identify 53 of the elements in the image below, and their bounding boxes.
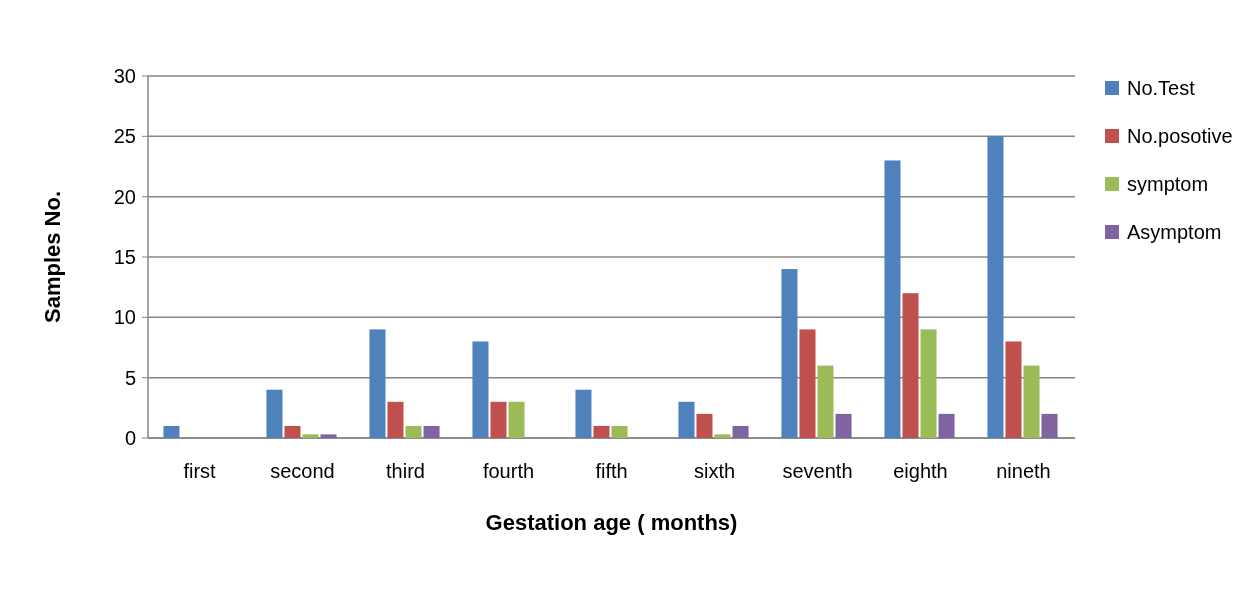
bar: [817, 365, 834, 438]
bar: [266, 389, 283, 438]
bar: [1041, 413, 1058, 438]
bar: [938, 413, 955, 438]
x-tick-label: eighth: [893, 460, 948, 482]
x-tick-label: nineth: [996, 460, 1051, 482]
x-tick-label: first: [183, 460, 217, 482]
x-tick-label: third: [386, 460, 425, 482]
bar: [835, 413, 852, 438]
y-tick-label: 25: [113, 125, 136, 148]
bar: [369, 329, 386, 438]
y-tick-label: 30: [113, 65, 136, 87]
bar: [423, 425, 440, 438]
y-tick-label: 0: [124, 427, 136, 449]
x-tick-label: second: [270, 460, 335, 482]
bar: [405, 425, 422, 438]
bar: [508, 401, 525, 438]
legend-label: No.posotive: [1127, 125, 1233, 147]
y-axis-title: Samples No.: [40, 190, 65, 324]
bar: [320, 434, 337, 438]
bar: [1005, 341, 1022, 438]
x-tick-label: fourth: [482, 460, 535, 482]
x-tick-label: fifth: [595, 460, 628, 482]
bar: [284, 425, 301, 438]
x-tick-label: seventh: [782, 460, 853, 482]
bar: [163, 425, 180, 438]
bar: [611, 425, 628, 438]
bar: [490, 401, 507, 438]
bar: [781, 269, 798, 438]
y-tick-label: 10: [113, 306, 136, 329]
bar: [593, 425, 610, 438]
y-tick-label: 20: [113, 185, 136, 208]
x-axis-title: Gestation age ( months): [485, 510, 738, 535]
bar: [884, 160, 901, 438]
legend-label: No.Test: [1127, 77, 1196, 99]
bar: [799, 329, 816, 438]
bar: [472, 341, 489, 438]
bar: [714, 434, 731, 438]
bar: [575, 389, 592, 438]
x-tick-label: sixth: [693, 460, 736, 482]
legend-label: Asymptom: [1127, 221, 1222, 243]
legend-label: symptom: [1127, 173, 1209, 195]
bar: [902, 293, 919, 438]
y-tick-label: 15: [113, 246, 136, 268]
bar: [732, 425, 749, 438]
bar: [387, 401, 404, 438]
y-tick-label: 5: [124, 366, 136, 389]
bar: [302, 434, 319, 438]
bar: [987, 136, 1004, 438]
bar: [696, 413, 713, 438]
bar: [1023, 365, 1040, 438]
bar: [678, 401, 695, 438]
bar: [920, 329, 937, 438]
